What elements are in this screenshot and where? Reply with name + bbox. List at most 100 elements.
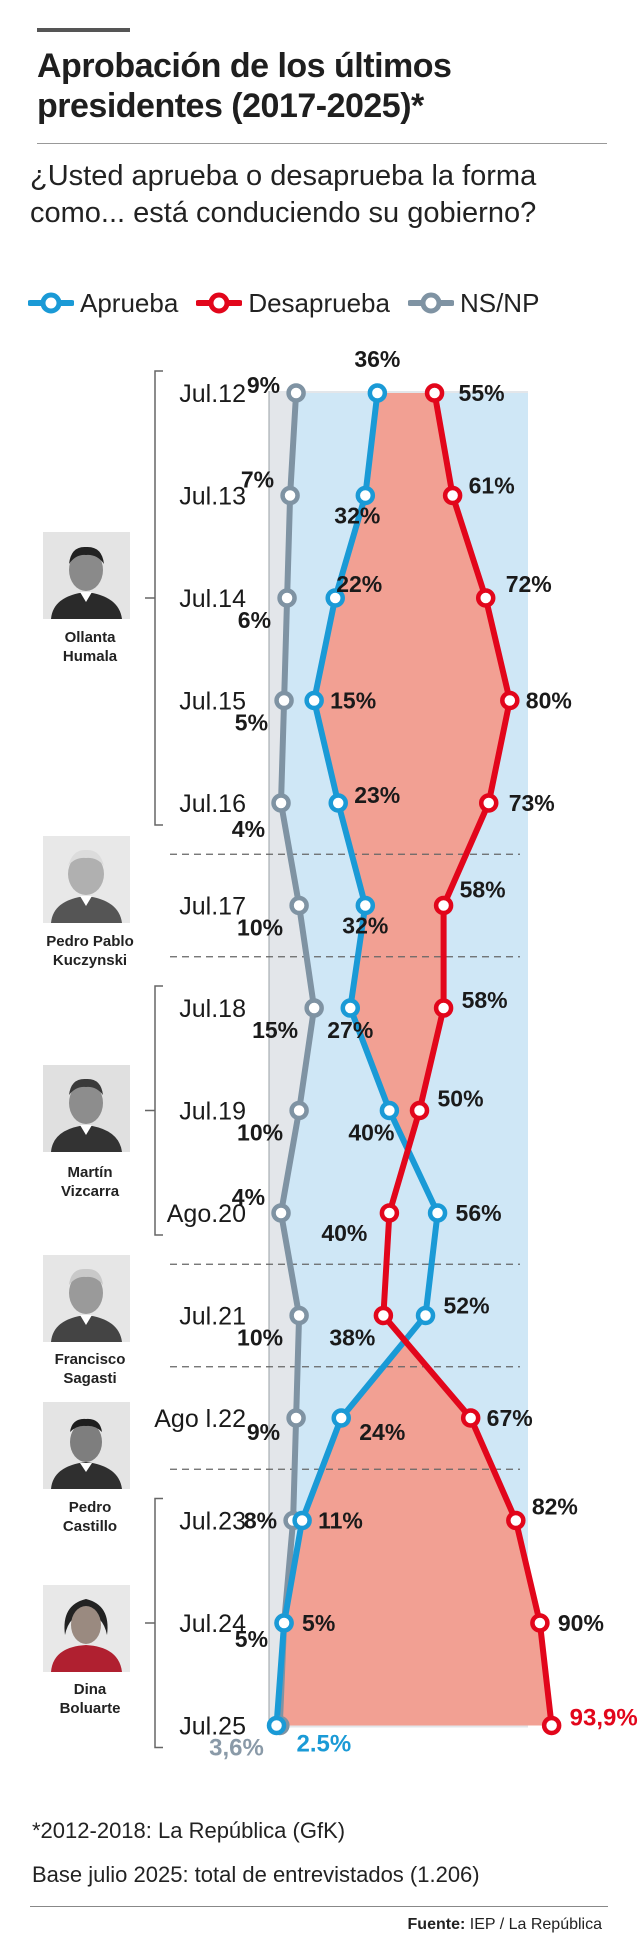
period-label: Jul.21 [179,1303,246,1331]
desaprueba-data-point [478,793,499,813]
aprueba-value-label: 5% [302,1610,335,1636]
legend-label-desaprueba: Desaprueba [248,287,390,318]
aprueba-value-label: 24% [359,1419,405,1445]
aprueba-value-label: 36% [354,346,400,372]
desaprueba-data-point [379,1203,400,1223]
person-portrait-icon [43,532,130,619]
nsnp-data-point [274,690,294,711]
nsnp-value-label: 8% [244,1508,277,1534]
footer-divider [30,1906,608,1907]
desaprueba-data-point [433,895,454,916]
nsnp-data-point [286,1408,306,1428]
period-label: Jul.17 [179,893,246,921]
person-portrait-icon [43,1585,130,1672]
aprueba-data-point [266,1715,287,1736]
desaprueba-data-point [442,485,463,506]
legend-label-nsnp: NS/NP [459,287,540,318]
aprueba-value-label: 15% [330,688,376,714]
nsnp-data-point [280,485,300,506]
desaprueba-value-label: 58% [462,987,508,1013]
desaprueba-data-point [460,1408,481,1428]
period-label: Jul.18 [179,995,246,1023]
aprueba-data-point [274,1613,294,1633]
president-name-sagasti: Francisco Sagasti [54,1351,126,1387]
nsnp-data-point [304,998,324,1018]
aprueba-data-point [331,1408,351,1428]
president-term-bracket [145,370,163,826]
desaprueba-area-shading [314,393,510,1150]
desaprueba-data-point [500,690,520,711]
desaprueba-series-line [380,390,555,1729]
nsnp-value-label: 6% [238,607,271,633]
person-portrait-icon [43,1402,130,1489]
portrait-vizcarra [43,1065,130,1152]
top-accent-bar [37,28,130,32]
person-portrait-icon [43,1255,130,1342]
desaprueba-value-label: 55% [459,380,505,406]
desaprueba-value-label: 93,9% [570,1705,638,1732]
desaprueba-value-label: 67% [487,1405,533,1431]
desaprueba-value-label: 38% [329,1325,375,1351]
president-name-kuczynski: Pedro Pablo Kuczynski [46,933,134,969]
desaprueba-data-point [409,1100,430,1121]
period-label: Jul.24 [179,1610,246,1638]
president-name-boluarte: Dina Boluarte [59,1681,121,1717]
nsnp-value-label: 15% [252,1017,298,1043]
desaprueba-value-label: 50% [438,1086,484,1112]
aprueba-data-point [325,588,345,608]
legend-marker-nsnp-icon [407,292,454,314]
period-label: Jul.16 [179,790,246,818]
aprueba-value-label: 22% [336,571,382,597]
aprueba-data-point [379,1100,400,1121]
president-name-vizcarra: Martín Vizcarra [60,1164,120,1200]
title-divider [37,143,607,144]
desaprueba-data-point [373,1305,394,1326]
period-label: Ago.20 [167,1200,246,1228]
aprueba-data-point [427,1203,448,1223]
nsnp-data-point [289,1305,309,1326]
aprueba-data-point [304,690,324,711]
portrait-castillo [43,1402,130,1489]
nsnp-data-point [271,793,291,813]
aprueba-data-point [292,1510,312,1531]
portrait-humala [43,532,130,619]
desaprueba-value-label: 90% [558,1610,604,1636]
portrait-kuczynski [43,836,130,923]
aprueba-series-line [273,390,441,1729]
nsnp-data-point [271,1203,291,1223]
portrait-boluarte [43,1585,130,1672]
desaprueba-value-label: 61% [469,473,515,499]
aprueba-data-point [355,895,376,916]
legend-marker-aprueba-icon [28,292,74,314]
nsnp-value-label: 9% [247,372,280,398]
desaprueba-area-shading [276,1340,552,1726]
desaprueba-value-label: 58% [460,877,506,903]
period-label: Jul.14 [179,585,246,613]
desaprueba-data-point [424,383,445,403]
aprueba-value-label: 2.5% [297,1731,352,1758]
aprueba-value-label: 11% [318,1508,363,1534]
president-name-castillo: Pedro Castillo [62,1499,118,1535]
desaprueba-value-label: 82% [532,1494,578,1520]
nsnp-value-label: 10% [237,915,283,941]
nsnp-value-label: 4% [232,816,265,842]
page-title: Aprobación de los últimos presidentes (2… [37,47,452,125]
nsnp-data-point [289,895,309,916]
period-label: Jul.13 [179,483,246,511]
legend-item-nsnp: NS/NP [407,287,540,319]
nsnp-value-label: 5% [235,1626,268,1652]
aprueba-value-label: 40% [348,1120,394,1146]
desaprueba-data-point [506,1510,526,1531]
president-name-humala: Ollanta Humala [62,629,118,665]
aprueba-value-label: 32% [342,913,388,939]
desaprueba-value-label: 72% [506,571,552,597]
source-credit: Fuente: IEP / La República [407,1916,602,1933]
nsnp-value-label: 4% [232,1184,265,1210]
aprueba-value-label: 32% [334,503,380,529]
footnote-source-note: *2012-2018: La República (GfK) [32,1818,346,1843]
legend-item-aprueba: Aprueba [28,288,178,319]
period-label: Jul.12 [179,380,246,408]
nsnp-series-line [276,390,318,1729]
desaprueba-data-point [530,1613,550,1633]
aprueba-value-label: 56% [456,1200,502,1226]
